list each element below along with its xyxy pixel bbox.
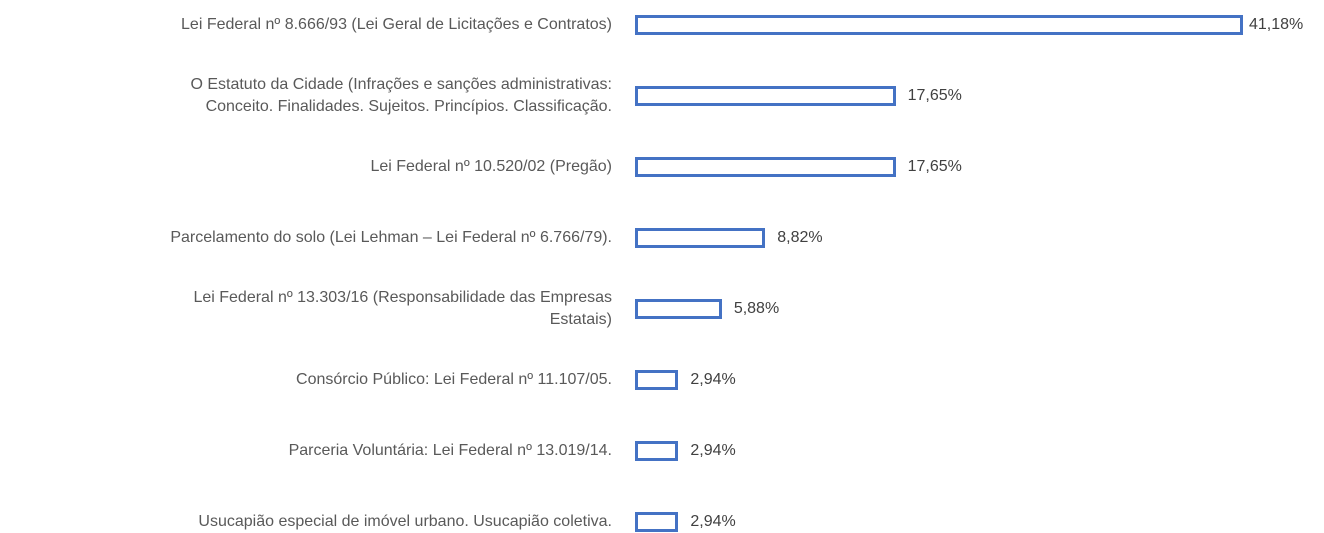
- bar: [635, 370, 679, 390]
- value-label: 17,65%: [907, 158, 962, 175]
- value-label: 2,94%: [690, 371, 736, 388]
- bar: [635, 15, 1243, 35]
- value-label: 8,82%: [777, 229, 823, 246]
- value-label: 17,65%: [907, 87, 962, 104]
- category-label: O Estatuto da Cidade (Infrações e sançõe…: [190, 76, 612, 115]
- bar: [635, 86, 896, 106]
- category-label: Lei Federal nº 8.666/93 (Lei Geral de Li…: [181, 16, 612, 33]
- value-label: 2,94%: [690, 442, 736, 459]
- category-label: Parceria Voluntária: Lei Federal nº 13.0…: [288, 442, 612, 459]
- value-label: 2,94%: [690, 513, 736, 530]
- category-label: Usucapião especial de imóvel urbano. Usu…: [198, 513, 612, 530]
- category-label: Lei Federal nº 13.303/16 (Responsabilida…: [193, 289, 612, 328]
- category-label: Consórcio Público: Lei Federal nº 11.107…: [296, 371, 612, 388]
- bar: [635, 512, 679, 532]
- category-label: Parcelamento do solo (Lei Lehman – Lei F…: [170, 229, 612, 246]
- bar: [635, 228, 766, 248]
- value-label: 41,18%: [1249, 16, 1304, 33]
- value-label: 5,88%: [733, 300, 780, 317]
- bar: [635, 299, 722, 319]
- bar: [635, 441, 679, 461]
- category-label: Lei Federal nº 10.520/02 (Pregão): [370, 158, 612, 175]
- bar: [635, 157, 896, 177]
